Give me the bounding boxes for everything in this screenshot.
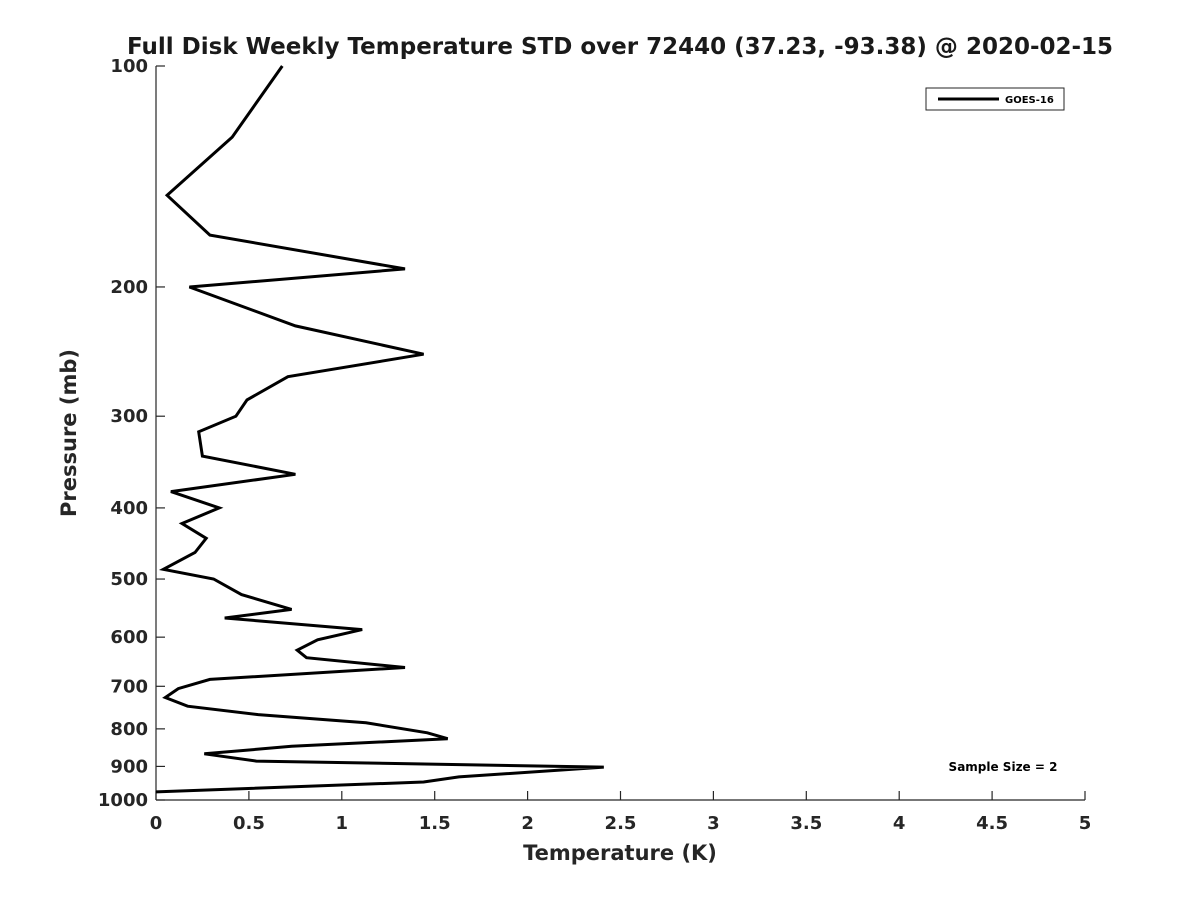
y-tick-label: 400 [110,498,148,519]
x-tick-label: 1 [336,813,349,834]
y-axis-label: Pressure (mb) [57,349,81,517]
x-ticks: 0 0.5 1 1.5 2 2.5 3 3.5 4 4.5 5 [150,791,1092,834]
x-tick-label: 0.5 [233,813,265,834]
x-tick-label: 1.5 [419,813,451,834]
y-tick-label: 900 [110,756,148,777]
y-tick-label: 300 [110,406,148,427]
x-tick-label: 0 [150,813,163,834]
x-tick-label: 3 [707,813,720,834]
chart-title: Full Disk Weekly Temperature STD over 72… [127,34,1113,60]
x-tick-label: 2.5 [605,813,637,834]
axes [155,66,1085,801]
y-tick-label: 1000 [98,790,148,811]
x-tick-label: 4.5 [976,813,1008,834]
legend-label: GOES-16 [1005,95,1054,106]
series-layer [155,65,604,794]
x-axis-label: Temperature (K) [523,841,717,865]
y-tick-label: 200 [110,277,148,298]
y-tick-label: 500 [110,569,148,590]
sample-size-annotation: Sample Size = 2 [949,760,1058,774]
y-tick-label: 800 [110,719,148,740]
y-ticks: 100 200 300 400 500 600 700 800 900 1000 [98,56,165,811]
series-line-goes-16 [155,65,604,794]
x-tick-label: 3.5 [790,813,822,834]
y-tick-label: 100 [110,56,148,77]
y-tick-label: 600 [110,627,148,648]
legend: GOES-16 [925,87,1065,111]
x-tick-label: 2 [521,813,534,834]
x-tick-label: 5 [1079,813,1092,834]
y-tick-label: 700 [110,676,148,697]
x-tick-label: 4 [893,813,906,834]
